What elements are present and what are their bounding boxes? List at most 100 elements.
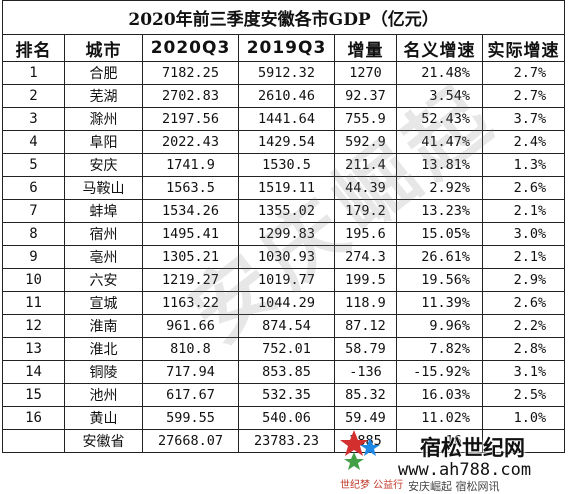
cell-rank: 5 bbox=[2, 153, 65, 177]
table-row: 9 亳州 1305.21 1030.93 274.3 26.61% 2.1% bbox=[2, 245, 566, 269]
cell-2020q3: 2197.56 bbox=[142, 107, 239, 131]
total-cell-2020q3: 27668.07 bbox=[142, 429, 239, 453]
cell-2020q3: 617.67 bbox=[142, 383, 239, 407]
cell-city: 蚌埠 bbox=[64, 199, 143, 223]
cell-2019q3: 1429.54 bbox=[238, 130, 335, 154]
cell-real-growth: 2.2% bbox=[481, 314, 566, 338]
table-title: 2020年前三季度安徽各市GDP（亿元） bbox=[1, 0, 566, 35]
cell-city: 淮北 bbox=[64, 337, 143, 361]
cell-2020q3: 7182.25 bbox=[142, 61, 239, 85]
cell-increase: 211.4 bbox=[334, 153, 397, 177]
cell-increase: 59.49 bbox=[334, 406, 397, 430]
cell-nominal-growth: 11.39% bbox=[396, 291, 483, 315]
cell-2019q3: 1044.29 bbox=[238, 291, 335, 315]
cell-city: 阜阳 bbox=[64, 130, 143, 154]
table-total-row: 安徽省 27668.07 23783.23 3885 16. bbox=[2, 429, 566, 453]
cell-increase: 195.6 bbox=[334, 222, 397, 246]
cell-rank: 15 bbox=[2, 383, 65, 407]
cell-city: 池州 bbox=[64, 383, 143, 407]
cell-increase: 87.12 bbox=[334, 314, 397, 338]
cell-increase: 592.9 bbox=[334, 130, 397, 154]
cell-nominal-growth: -15.92% bbox=[396, 360, 483, 384]
cell-nominal-growth: 3.54% bbox=[396, 84, 483, 108]
cell-2019q3: 1355.02 bbox=[238, 199, 335, 223]
header-increase: 增量 bbox=[334, 34, 397, 62]
cell-city: 宿州 bbox=[64, 222, 143, 246]
cell-nominal-growth: 21.48% bbox=[396, 61, 483, 85]
cell-nominal-growth: 9.96% bbox=[396, 314, 483, 338]
cell-2020q3: 1219.27 bbox=[142, 268, 239, 292]
cell-increase: 44.39 bbox=[334, 176, 397, 200]
cell-rank: 10 bbox=[2, 268, 65, 292]
cell-real-growth: 2.5% bbox=[481, 383, 566, 407]
cell-rank: 2 bbox=[2, 84, 65, 108]
cell-real-growth: 2.7% bbox=[481, 84, 566, 108]
cell-city: 宣城 bbox=[64, 291, 143, 315]
cell-increase: 1270 bbox=[334, 61, 397, 85]
cell-2020q3: 810.8 bbox=[142, 337, 239, 361]
cell-rank: 3 bbox=[2, 107, 65, 131]
cell-real-growth: 2.6% bbox=[481, 291, 566, 315]
header-rank: 排名 bbox=[2, 34, 65, 62]
cell-rank: 1 bbox=[2, 61, 65, 85]
gdp-table: 2020年前三季度安徽各市GDP（亿元） 排名 城市 2020Q3 2019Q3… bbox=[1, 0, 566, 453]
cell-2020q3: 599.55 bbox=[142, 406, 239, 430]
cell-real-growth: 2.9% bbox=[481, 268, 566, 292]
cell-rank: 12 bbox=[2, 314, 65, 338]
cell-real-growth: 2.1% bbox=[481, 245, 566, 269]
cell-city: 芜湖 bbox=[64, 84, 143, 108]
cell-nominal-growth: 2.92% bbox=[396, 176, 483, 200]
header-row: 排名 城市 2020Q3 2019Q3 增量 名义增速 实际增速 bbox=[2, 34, 566, 62]
table-row: 12 淮南 961.66 874.54 87.12 9.96% 2.2% bbox=[2, 314, 566, 338]
cell-2020q3: 961.66 bbox=[142, 314, 239, 338]
total-cell-rank bbox=[2, 429, 65, 453]
cell-real-growth: 2.7% bbox=[481, 61, 566, 85]
cell-2019q3: 752.01 bbox=[238, 337, 335, 361]
total-cell-city: 安徽省 bbox=[64, 429, 143, 453]
cell-2019q3: 1019.77 bbox=[238, 268, 335, 292]
cell-increase: 274.3 bbox=[334, 245, 397, 269]
cell-increase: 118.9 bbox=[334, 291, 397, 315]
cell-city: 铜陵 bbox=[64, 360, 143, 384]
cell-city: 滁州 bbox=[64, 107, 143, 131]
cell-nominal-growth: 16.03% bbox=[396, 383, 483, 407]
cell-2019q3: 2610.46 bbox=[238, 84, 335, 108]
cell-2020q3: 1563.5 bbox=[142, 176, 239, 200]
cell-city: 淮南 bbox=[64, 314, 143, 338]
total-cell-increase: 3885 bbox=[334, 429, 397, 453]
cell-nominal-growth: 26.61% bbox=[396, 245, 483, 269]
total-cell-real-growth bbox=[481, 429, 566, 453]
cell-rank: 14 bbox=[2, 360, 65, 384]
table-row: 13 淮北 810.8 752.01 58.79 7.82% 2.8% bbox=[2, 337, 566, 361]
cell-2019q3: 1519.11 bbox=[238, 176, 335, 200]
cell-increase: -136 bbox=[334, 360, 397, 384]
cell-2019q3: 532.35 bbox=[238, 383, 335, 407]
cell-real-growth: 2.1% bbox=[481, 199, 566, 223]
cell-2020q3: 2022.43 bbox=[142, 130, 239, 154]
table-row: 14 铜陵 717.94 853.85 -136 -15.92% 3.1% bbox=[2, 360, 566, 384]
cell-rank: 13 bbox=[2, 337, 65, 361]
header-city: 城市 bbox=[64, 34, 143, 62]
cell-city: 安庆 bbox=[64, 153, 143, 177]
table-row: 11 宣城 1163.22 1044.29 118.9 11.39% 2.6% bbox=[2, 291, 566, 315]
header-2020q3: 2020Q3 bbox=[142, 34, 239, 62]
cell-nominal-growth: 19.56% bbox=[396, 268, 483, 292]
cell-real-growth: 1.3% bbox=[481, 153, 566, 177]
cell-2019q3: 5912.32 bbox=[238, 61, 335, 85]
cell-real-growth: 3.7% bbox=[481, 107, 566, 131]
cell-increase: 199.5 bbox=[334, 268, 397, 292]
cell-2019q3: 874.54 bbox=[238, 314, 335, 338]
cell-rank: 16 bbox=[2, 406, 65, 430]
cell-nominal-growth: 15.05% bbox=[396, 222, 483, 246]
cell-rank: 8 bbox=[2, 222, 65, 246]
cell-rank: 6 bbox=[2, 176, 65, 200]
table-row: 15 池州 617.67 532.35 85.32 16.03% 2.5% bbox=[2, 383, 566, 407]
cell-2019q3: 540.06 bbox=[238, 406, 335, 430]
cell-rank: 11 bbox=[2, 291, 65, 315]
table-row: 6 马鞍山 1563.5 1519.11 44.39 2.92% 2.6% bbox=[2, 176, 566, 200]
table-row: 8 宿州 1495.41 1299.83 195.6 15.05% 3.0% bbox=[2, 222, 566, 246]
cell-real-growth: 1.0% bbox=[481, 406, 566, 430]
cell-rank: 4 bbox=[2, 130, 65, 154]
cell-2019q3: 1030.93 bbox=[238, 245, 335, 269]
total-cell-2019q3: 23783.23 bbox=[238, 429, 335, 453]
